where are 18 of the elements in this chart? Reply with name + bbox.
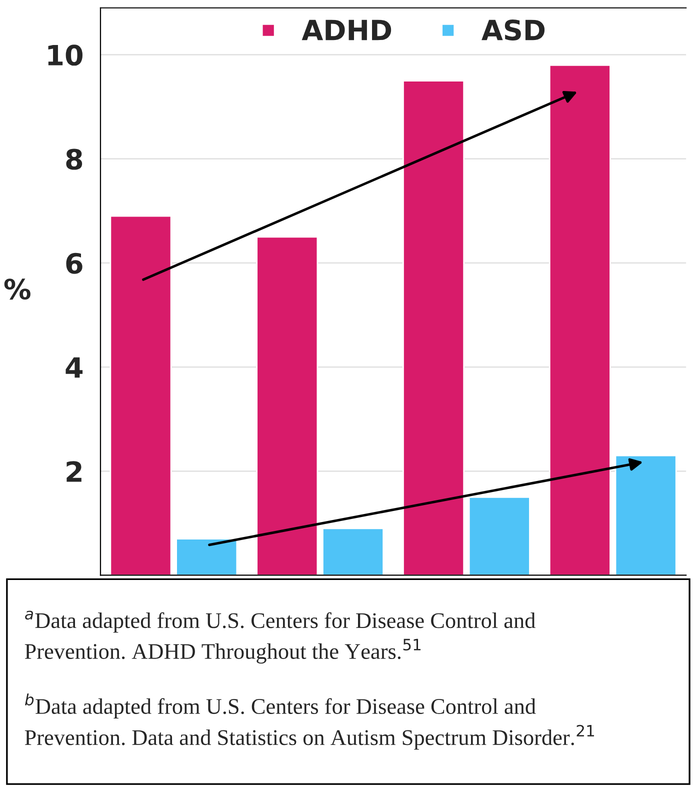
y-tick-label: 8 [66,148,82,170]
legend-label: ADHD [302,20,392,40]
y-tick-label: 6 [66,252,82,274]
bar [176,538,238,576]
bar [402,80,465,576]
text: $^{b}$Data adapted from U.S. Centers for Disease Control and Prevention. Data and Statistics on Autism Spectrum Disorder.$^{21}$ [24,693,594,750]
y-tick-label: 2 [66,461,82,482]
y-axis-title: % [4,278,30,300]
bar [110,215,172,576]
legend-label: ASD [482,19,545,40]
y-tick-label: 4 [66,357,83,378]
text: $^{a}$Data adapted from U.S. Centers for Disease Control and Prevention. ADHD Throughout the Years.$^{51}$ [24,610,536,664]
y-tick-label: 10 [48,44,82,66]
bar [468,496,530,576]
bar [548,64,611,576]
bar [322,528,384,576]
bar [256,236,318,576]
bar [614,454,677,576]
